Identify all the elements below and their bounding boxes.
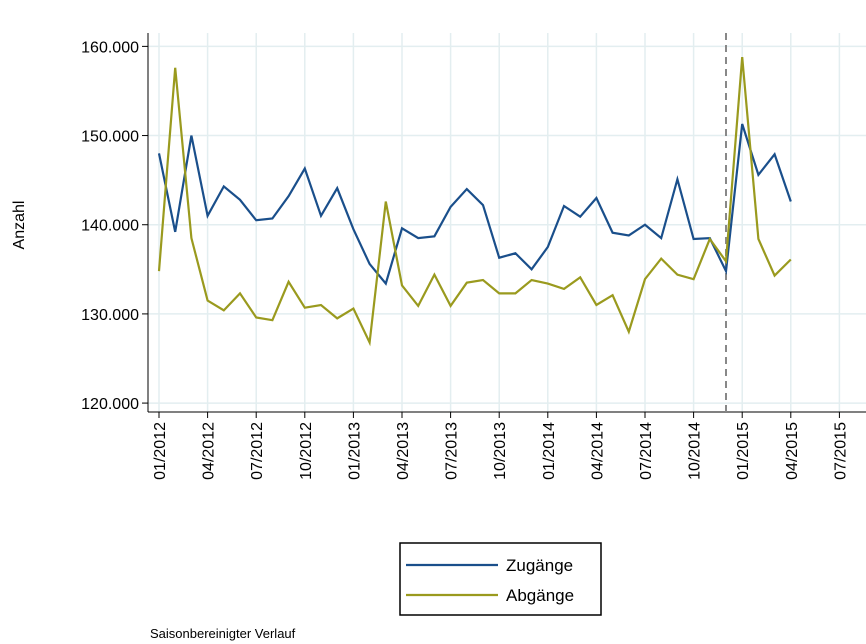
caption: Saisonbereinigter Verlauf [150, 626, 296, 641]
x-tick-label: 01/2013 [346, 422, 363, 480]
x-tick-label: 07/2015 [832, 422, 849, 480]
x-tick-label: 07/2014 [638, 422, 655, 480]
y-axis-label: Anzahl [11, 201, 28, 250]
series-line [157, 123, 792, 286]
x-tick-label: 01/2014 [541, 422, 558, 480]
legend: Zugänge Abgänge [406, 556, 574, 605]
x-tick-label: 10/2014 [687, 422, 704, 480]
series-line [157, 56, 792, 347]
x-tick-label: 04/2013 [395, 422, 412, 480]
y-tick-label: 150.000 [81, 129, 139, 146]
legend-label: Abgänge [506, 586, 574, 605]
y-tick-label: 130.000 [81, 307, 139, 324]
x-tick-label: 10/2013 [492, 422, 509, 480]
legend-box [399, 542, 602, 616]
x-tick-label: 04/2014 [589, 422, 606, 480]
y-tick-label: 140.000 [81, 218, 139, 235]
x-tick-label: 10/2012 [298, 422, 315, 480]
x-tick-label: 07/2013 [444, 422, 461, 480]
x-tick-label: 01/2015 [735, 422, 752, 480]
x-tick-label: 07/2012 [249, 422, 266, 480]
legend-label: Zugänge [506, 556, 573, 575]
x-tick-label: 04/2015 [784, 422, 801, 480]
plot-area: 120.000 130.000 140.000 150.000 160.000 01/20… [81, 33, 866, 480]
y-tick-label: 160.000 [81, 39, 139, 56]
y-tick-label: 120.000 [81, 396, 139, 413]
x-tick-label: 04/2012 [201, 422, 218, 480]
x-tick-label: 01/2012 [152, 422, 169, 480]
